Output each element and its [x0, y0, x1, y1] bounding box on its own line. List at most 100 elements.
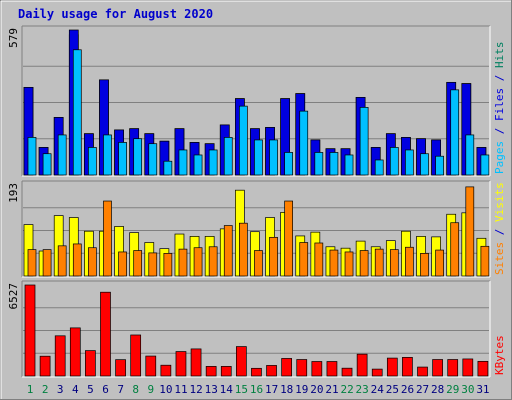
x-tick-label: 4 — [72, 383, 79, 396]
x-tick-label: 18 — [280, 383, 293, 396]
bar-sites — [359, 250, 369, 277]
bar-pages — [223, 137, 233, 176]
x-tick-label: 23 — [356, 383, 369, 396]
bar-sites — [284, 200, 293, 277]
x-tick-label: 7 — [117, 383, 124, 396]
x-tick-label: 26 — [401, 383, 414, 396]
bar-pages — [118, 142, 127, 176]
bar-kbytes — [130, 334, 142, 377]
bar-kbytes — [417, 366, 428, 377]
bar-kbytes — [356, 353, 368, 377]
x-tick-label: 9 — [148, 383, 155, 396]
panels-group: 579 Pages / Files / Hits 193 Sites / Visits… — [7, 25, 506, 378]
bar-sites — [178, 248, 188, 277]
x-tick-label: 24 — [371, 383, 385, 396]
bar-kbytes — [205, 366, 217, 377]
bar-pages — [148, 143, 158, 176]
bar-sites — [299, 242, 309, 277]
bar-sites — [329, 249, 339, 277]
series-label-part: Sites — [493, 242, 506, 275]
x-tick-label: 28 — [431, 383, 444, 396]
bar-sites — [42, 249, 52, 277]
bar-kbytes — [386, 357, 398, 377]
y-max-label: 579 — [7, 28, 20, 48]
bar-pages — [193, 154, 203, 176]
bar-sites — [405, 246, 414, 277]
bar-pages — [163, 160, 173, 176]
bar-sites — [420, 253, 429, 277]
x-tick-label: 10 — [159, 383, 172, 396]
bar-pages — [389, 147, 399, 176]
bar-pages — [269, 139, 278, 176]
bar-kbytes — [69, 327, 81, 377]
x-tick-label: 14 — [220, 383, 234, 396]
bar-kbytes — [85, 350, 96, 377]
bar-kbytes — [266, 365, 277, 377]
bar-sites — [239, 222, 248, 277]
bar-kbytes — [462, 358, 474, 377]
bar-kbytes — [115, 359, 126, 377]
bar-pages — [178, 149, 188, 176]
bar-kbytes — [220, 366, 232, 377]
panel-hits_files_pages: 579 Pages / Files / Hits — [7, 25, 506, 177]
bar-pages — [420, 153, 429, 176]
x-tick-label: 20 — [310, 383, 323, 396]
bar-kbytes — [432, 359, 443, 377]
panel-visits_sites: 193 Sites / Visits — [7, 180, 506, 278]
bar-pages — [450, 89, 460, 176]
bar-kbytes — [145, 355, 157, 377]
bar-pages — [72, 49, 82, 176]
bar-kbytes — [447, 359, 459, 377]
x-tick-label: 17 — [265, 383, 278, 396]
bar-pages — [239, 105, 248, 176]
x-tick-label: 31 — [476, 383, 489, 396]
panel-kbytes: 6527 KBytes — [7, 280, 506, 378]
x-tick-label: 25 — [386, 383, 399, 396]
bar-sites — [374, 248, 384, 277]
bar-kbytes — [175, 351, 187, 377]
x-tick-label: 22 — [340, 383, 353, 396]
bar-sites — [88, 247, 97, 277]
bar-pages — [359, 107, 369, 176]
chart-title: Daily usage for August 2020 — [18, 7, 213, 21]
bar-kbytes — [326, 361, 338, 377]
bar-sites — [57, 245, 67, 277]
bar-pages — [435, 155, 444, 176]
series-label-part: / — [493, 222, 506, 242]
x-tick-label: 12 — [189, 383, 202, 396]
series-label-part: / — [493, 121, 506, 141]
bar-pages — [284, 152, 293, 176]
bar-pages — [329, 152, 339, 176]
series-label-part: Hits — [493, 42, 506, 69]
bar-sites — [133, 250, 143, 277]
bar-kbytes — [371, 368, 383, 377]
bar-kbytes — [100, 291, 111, 377]
bar-pages — [27, 137, 37, 176]
x-axis-labels: 1 2 3 4 5 6 7 8 9 10 11 12 13 14 15 16 17 18 19 20 21 22 23 24 2… — [27, 383, 490, 396]
bar-sites — [163, 253, 173, 277]
x-tick-label: 21 — [325, 383, 338, 396]
bar-sites — [72, 243, 82, 277]
series-label: KBytes — [493, 335, 506, 375]
bar-sites — [103, 200, 112, 277]
series-label-part: / — [493, 68, 506, 88]
bar-sites — [254, 250, 263, 277]
bar-pages — [299, 110, 309, 176]
series-label-part: Files — [493, 88, 506, 121]
bar-pages — [254, 139, 263, 176]
bar-kbytes — [341, 367, 353, 377]
bar-sites — [314, 242, 324, 277]
bar-pages — [374, 159, 384, 176]
bar-pages — [133, 138, 143, 176]
bar-sites — [208, 246, 218, 277]
y-max-label: 193 — [7, 183, 20, 203]
x-tick-label: 8 — [132, 383, 139, 396]
bar-pages — [88, 147, 97, 176]
x-tick-label: 11 — [174, 383, 187, 396]
bar-sites — [193, 247, 203, 277]
bar-sites — [27, 249, 37, 277]
bar-kbytes — [160, 364, 172, 377]
bar-kbytes — [477, 360, 489, 377]
